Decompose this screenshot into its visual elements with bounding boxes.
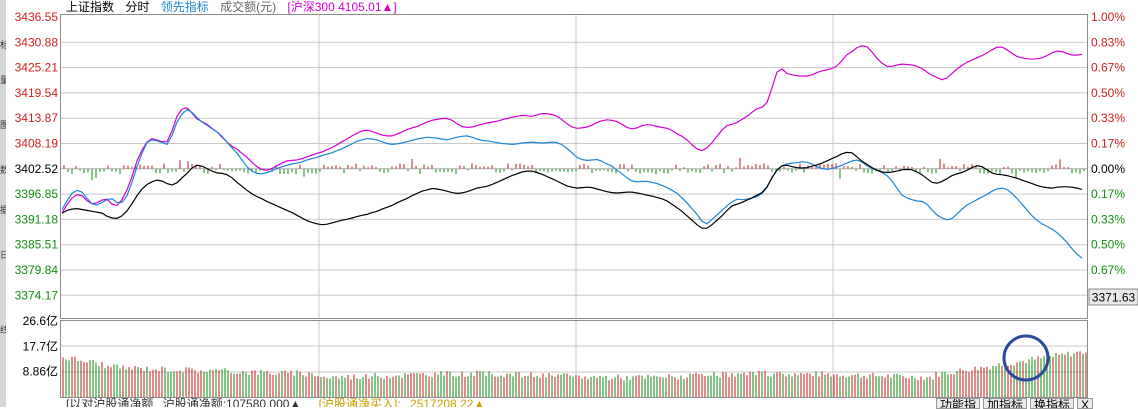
y-axis-right: 1.00% 0.83% 0.67% 0.50% 0.33% 0.17% 0.00% 0.17%… — [1091, 10, 1125, 277]
y-tick-left: 3374.17 — [15, 288, 59, 302]
y-tick-left: 3425.21 — [15, 61, 59, 75]
y-tick-right: 0.17% — [1091, 137, 1125, 151]
add-indicator-button[interactable]: 加指标 — [983, 398, 1028, 409]
bottom-item[interactable]: [以对沪股通净额 — [66, 398, 154, 407]
current-price-tag-bg — [1088, 288, 1138, 306]
y-tick-left: 3430.88 — [15, 35, 59, 49]
y-tick-left: 3379.84 — [15, 263, 59, 277]
price-lines — [61, 45, 1083, 259]
y-tick-left: 3391.18 — [15, 212, 59, 226]
y-tick-right: 1.00% — [1091, 10, 1125, 24]
compare-index-label[interactable]: [沪深300 4105.01▲] — [287, 0, 397, 14]
y-tick-left: 3385.51 — [15, 238, 59, 252]
change-indicator-button[interactable]: 换指标 — [1030, 398, 1075, 409]
volume-bars — [62, 351, 1087, 397]
volume-tick: 26.6亿 — [23, 313, 58, 328]
y-tick-right: 0.83% — [1091, 35, 1125, 49]
price-panel-frame — [60, 14, 1088, 319]
y-tick-right: 0.33% — [1091, 111, 1125, 125]
chart-header: 上证指数 分时 领先指标 成交额(元) [沪深300 4105.01▲] — [66, 0, 405, 14]
y-tick-right: 0.33% — [1091, 212, 1125, 226]
bottom-info-bar: [以对沪股通净额 沪股通净额:107580.000▲ [沪股通净买入]: 251… — [66, 398, 485, 407]
close-icon[interactable]: X — [1077, 398, 1094, 409]
current-price-tag: 3371.63 — [1092, 291, 1136, 305]
y-tick-left: 3408.19 — [15, 137, 59, 151]
y-tick-right: 0.17% — [1091, 187, 1125, 201]
strip-item[interactable]: 图 — [0, 120, 6, 130]
index-line — [61, 151, 1083, 229]
y-tick-left: 3419.54 — [15, 86, 59, 100]
strip-item[interactable]: 数 — [0, 165, 6, 175]
volume-tick: 8.86亿 — [23, 364, 58, 379]
strip-item[interactable]: 线 — [0, 325, 6, 335]
y-axis-volume: 26.6亿 17.7亿 8.86亿 — [23, 313, 58, 379]
bottom-item: [沪股通净买入]: — [318, 398, 401, 407]
volume-tick: 17.7亿 — [23, 338, 58, 353]
strip-item[interactable]: 量 — [0, 75, 6, 85]
strip-item[interactable]: 标 — [0, 40, 6, 50]
leading-line — [61, 108, 1083, 259]
y-tick-right: 0.50% — [1091, 86, 1125, 100]
y-tick-right: 0.67% — [1091, 263, 1125, 277]
strip-item[interactable]: 据 — [0, 205, 6, 215]
bottom-item: 沪股通净额:107580.000▲ — [162, 398, 302, 407]
y-tick-left: 3402.52 — [15, 162, 59, 176]
bottom-item: 2517208.22▲ — [410, 398, 486, 407]
y-tick-right: 0.67% — [1091, 61, 1125, 75]
y-tick-left: 3413.87 — [15, 111, 59, 125]
compare-line — [61, 45, 1083, 214]
function-button[interactable]: 功能指 — [936, 398, 981, 409]
mode-label[interactable]: 分时 — [125, 0, 150, 14]
y-axis-left: 3436.55 3430.88 3425.21 3419.54 3413.87 3408.… — [15, 10, 59, 302]
leading-indicator-label[interactable]: 领先指标 — [160, 0, 209, 14]
volume-panel-frame — [60, 320, 1088, 398]
index-name[interactable]: 上证指数 — [66, 0, 115, 14]
y-tick-left: 3436.55 — [15, 10, 59, 24]
left-toolstrip: 标 量 图 数 据 日 线 — [0, 0, 6, 407]
y-tick-right: 0.50% — [1091, 238, 1125, 252]
volume-label[interactable]: 成交额(元) — [220, 0, 277, 14]
strip-item[interactable]: 日 — [0, 250, 6, 260]
annotation-circle — [1002, 334, 1050, 382]
y-tick-left: 3396.85 — [15, 187, 59, 201]
y-tick-right: 0.00% — [1091, 162, 1125, 176]
